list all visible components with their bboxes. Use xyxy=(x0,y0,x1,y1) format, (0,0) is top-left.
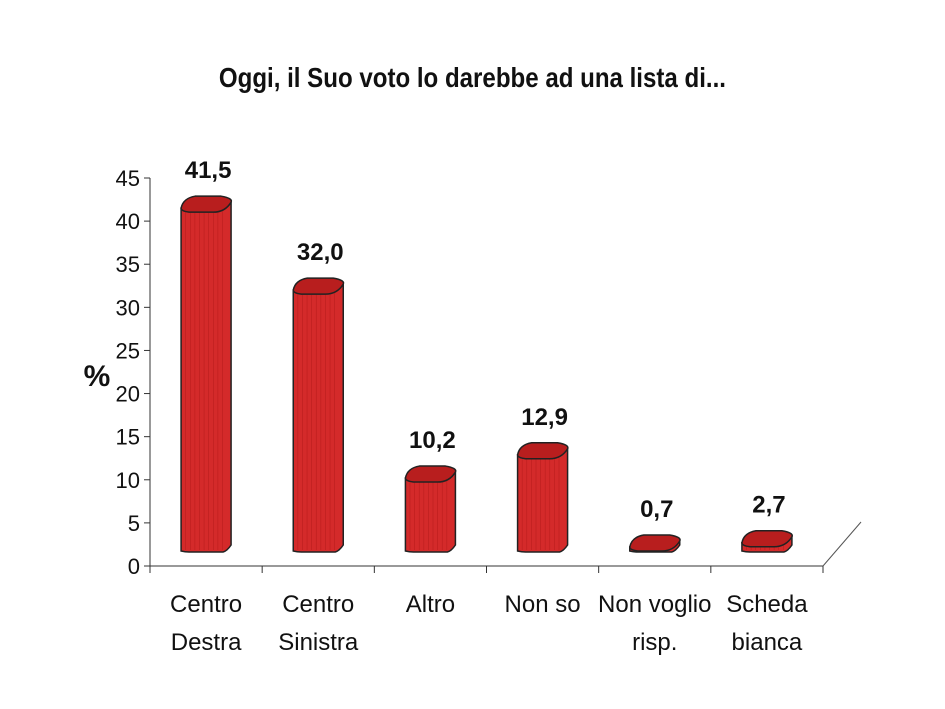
bar-body xyxy=(180,201,232,553)
bar xyxy=(741,529,793,553)
data-label: 0,7 xyxy=(640,496,673,523)
x-tick-label: Non voglio xyxy=(598,591,711,618)
bar-top xyxy=(741,529,793,548)
chart-title: Oggi, il Suo voto lo darebbe ad una list… xyxy=(218,62,726,93)
data-label: 12,9 xyxy=(521,404,568,431)
bar-body xyxy=(404,471,457,553)
axes xyxy=(144,177,862,573)
bar-top xyxy=(628,534,681,552)
y-tick-label: 20 xyxy=(116,382,140,407)
bar-top xyxy=(180,195,233,213)
y-tick-label: 30 xyxy=(116,295,140,320)
bar-top xyxy=(292,277,345,295)
y-tick-label: 10 xyxy=(116,468,140,493)
y-tick-label: 45 xyxy=(116,166,140,191)
bar xyxy=(628,534,681,553)
y-tick-label: 15 xyxy=(116,425,140,450)
bar xyxy=(180,195,233,553)
y-tick-label: 40 xyxy=(116,209,140,234)
bar-body xyxy=(292,283,344,553)
x-tick-label: Destra xyxy=(171,629,242,656)
y-tick-label: 25 xyxy=(116,338,140,363)
data-label: 32,0 xyxy=(297,239,344,266)
y-tick-label: 0 xyxy=(128,554,140,579)
x-tick-label: bianca xyxy=(732,629,803,656)
data-label: 10,2 xyxy=(409,427,456,454)
x-tick-label: Centro xyxy=(170,591,242,618)
x-tick-label: Sinistra xyxy=(278,629,359,656)
bar xyxy=(516,442,569,553)
floor-edge xyxy=(822,521,862,567)
data-label: 41,5 xyxy=(185,157,232,184)
bars xyxy=(180,195,793,553)
y-tick-label: 5 xyxy=(128,511,140,536)
x-tick-label: Scheda xyxy=(726,591,808,618)
bar-body xyxy=(516,447,569,553)
bar-top xyxy=(516,442,569,460)
x-tick-label: Non so xyxy=(505,591,581,618)
bar-top xyxy=(404,465,457,483)
y-tick-label: 35 xyxy=(116,252,140,277)
bar xyxy=(292,277,345,553)
x-tick-label: risp. xyxy=(632,629,677,656)
x-tick-label: Altro xyxy=(406,591,455,618)
x-tick-label: Centro xyxy=(282,591,354,618)
data-label: 2,7 xyxy=(752,492,785,519)
y-axis-label: % xyxy=(84,360,111,393)
labels: 0 5 10 15 20 25 30 35 40 45% 41,5 Centro Destra 32,0 C… xyxy=(84,157,809,656)
bar xyxy=(404,465,457,553)
